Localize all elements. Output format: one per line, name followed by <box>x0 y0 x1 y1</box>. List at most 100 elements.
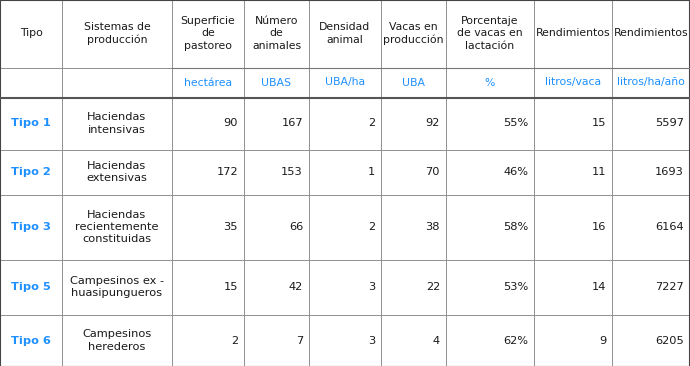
Text: 92: 92 <box>426 119 440 128</box>
Bar <box>381 0 446 67</box>
Text: 172: 172 <box>217 167 238 177</box>
Text: hectárea: hectárea <box>184 78 232 87</box>
Text: 6205: 6205 <box>656 336 684 346</box>
Bar <box>381 97 446 149</box>
Text: Haciendas
extensivas: Haciendas extensivas <box>86 161 148 183</box>
Bar <box>309 0 381 67</box>
Text: 35: 35 <box>224 222 238 232</box>
Bar <box>0 194 62 259</box>
Bar <box>309 314 381 366</box>
Bar <box>244 194 309 259</box>
Bar <box>0 97 62 149</box>
Text: 66: 66 <box>288 222 303 232</box>
Text: %: % <box>485 78 495 87</box>
Text: Densidad
animal: Densidad animal <box>319 22 371 45</box>
Bar <box>62 0 172 67</box>
Bar <box>534 97 612 149</box>
Bar <box>446 194 534 259</box>
Bar <box>244 67 309 97</box>
Bar <box>612 194 690 259</box>
Text: 38: 38 <box>426 222 440 232</box>
Text: Tipo: Tipo <box>19 29 43 38</box>
Bar <box>446 67 534 97</box>
Text: Tipo 6: Tipo 6 <box>11 336 51 346</box>
Bar <box>62 97 172 149</box>
Text: Tipo 1: Tipo 1 <box>11 119 51 128</box>
Bar <box>309 194 381 259</box>
Bar <box>62 194 172 259</box>
Bar <box>244 0 309 67</box>
Text: litros/vaca: litros/vaca <box>545 78 601 87</box>
Text: 3: 3 <box>368 282 375 292</box>
Text: 58%: 58% <box>503 222 528 232</box>
Bar <box>309 97 381 149</box>
Text: 70: 70 <box>426 167 440 177</box>
Text: 46%: 46% <box>503 167 528 177</box>
Text: 153: 153 <box>282 167 303 177</box>
Text: 1693: 1693 <box>655 167 684 177</box>
Bar <box>62 314 172 366</box>
Bar <box>172 259 244 314</box>
Text: Haciendas
recientemente
constituidas: Haciendas recientemente constituidas <box>75 210 159 244</box>
Bar <box>0 259 62 314</box>
Text: 2: 2 <box>231 336 238 346</box>
Text: Tipo 5: Tipo 5 <box>11 282 51 292</box>
Bar <box>534 314 612 366</box>
Text: 11: 11 <box>591 167 606 177</box>
Text: Superficie
de
pastoreo: Superficie de pastoreo <box>181 16 235 51</box>
Text: Haciendas
intensivas: Haciendas intensivas <box>88 112 146 135</box>
Text: 2: 2 <box>368 222 375 232</box>
Text: 62%: 62% <box>503 336 528 346</box>
Text: Número
de
animales: Número de animales <box>252 16 301 51</box>
Text: 55%: 55% <box>503 119 528 128</box>
Text: UBAS: UBAS <box>262 78 291 87</box>
Bar <box>172 0 244 67</box>
Bar <box>381 259 446 314</box>
Text: 3: 3 <box>368 336 375 346</box>
Text: 53%: 53% <box>503 282 528 292</box>
Text: 2: 2 <box>368 119 375 128</box>
Bar <box>534 259 612 314</box>
Text: Rendimientos: Rendimientos <box>613 29 689 38</box>
Bar <box>612 259 690 314</box>
Bar <box>381 149 446 194</box>
Text: Tipo 2: Tipo 2 <box>11 167 51 177</box>
Bar <box>446 259 534 314</box>
Bar <box>381 67 446 97</box>
Bar <box>172 149 244 194</box>
Text: UBA: UBA <box>402 78 425 87</box>
Bar <box>62 259 172 314</box>
Text: 167: 167 <box>282 119 303 128</box>
Bar <box>0 149 62 194</box>
Text: 7: 7 <box>296 336 303 346</box>
Text: Porcentaje
de vacas en
lactación: Porcentaje de vacas en lactación <box>457 16 523 51</box>
Bar <box>244 314 309 366</box>
Bar <box>0 314 62 366</box>
Bar <box>612 0 690 67</box>
Bar <box>172 194 244 259</box>
Bar <box>612 97 690 149</box>
Bar <box>244 259 309 314</box>
Text: 90: 90 <box>224 119 238 128</box>
Text: Campesinos ex -
huasipungueros: Campesinos ex - huasipungueros <box>70 276 164 298</box>
Text: 5597: 5597 <box>655 119 684 128</box>
Text: 16: 16 <box>591 222 606 232</box>
Text: 4: 4 <box>433 336 440 346</box>
Bar <box>244 149 309 194</box>
Bar <box>309 67 381 97</box>
Text: Rendimientos: Rendimientos <box>535 29 611 38</box>
Text: 9: 9 <box>599 336 606 346</box>
Text: Vacas en
producción: Vacas en producción <box>383 22 444 45</box>
Bar <box>309 259 381 314</box>
Text: 6164: 6164 <box>656 222 684 232</box>
Text: Campesinos
herederos: Campesinos herederos <box>82 329 152 352</box>
Text: 14: 14 <box>591 282 606 292</box>
Bar <box>62 149 172 194</box>
Bar <box>0 0 62 67</box>
Bar <box>534 149 612 194</box>
Bar <box>534 194 612 259</box>
Bar <box>62 67 172 97</box>
Text: Sistemas de
producción: Sistemas de producción <box>83 22 150 45</box>
Text: 15: 15 <box>224 282 238 292</box>
Text: 15: 15 <box>591 119 606 128</box>
